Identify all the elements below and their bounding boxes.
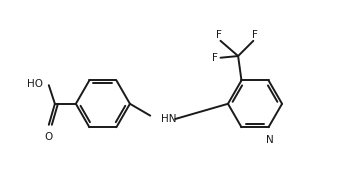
Text: HO: HO — [27, 78, 43, 88]
Text: F: F — [216, 30, 222, 40]
Text: F: F — [252, 30, 258, 40]
Text: HN: HN — [161, 114, 177, 124]
Text: F: F — [211, 53, 217, 63]
Text: O: O — [45, 132, 53, 142]
Text: N: N — [266, 135, 274, 145]
